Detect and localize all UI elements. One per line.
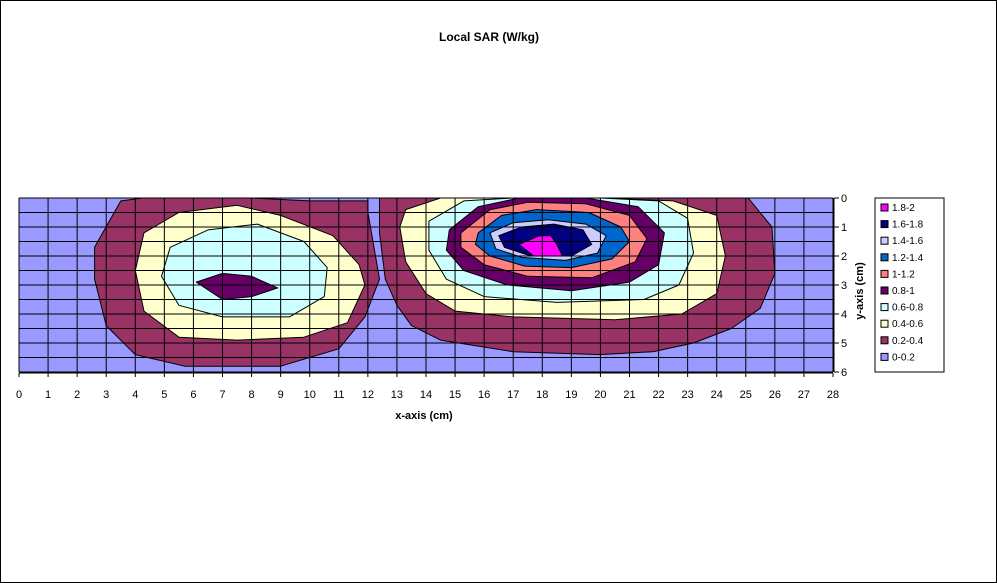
x-tick-label: 18 (536, 389, 548, 401)
legend-swatch (880, 336, 889, 345)
legend-swatch (880, 253, 889, 262)
x-tick-label: 23 (682, 389, 694, 401)
legend-label: 1.8-2 (892, 203, 915, 214)
x-tick-label: 17 (507, 389, 519, 401)
legend-label: 0.6-0.8 (892, 303, 924, 314)
x-tick-label: 20 (594, 389, 606, 401)
x-tick-label: 12 (362, 389, 374, 401)
axis-layer: 0 1 2 3 4 5 6 7 8 9 10 11 12 13 14 15 16 17 18 19 20 21 22 23 24… (16, 193, 847, 401)
legend-label: 0.8-1 (892, 286, 915, 297)
legend-swatch (880, 352, 889, 361)
x-tick-label: 14 (420, 389, 432, 401)
x-tick-label: 7 (219, 389, 225, 401)
legend-swatch (880, 303, 889, 312)
x-tick-label: 19 (565, 389, 577, 401)
legend-swatch (880, 220, 889, 229)
x-tick-label: 4 (132, 389, 138, 401)
x-tick-label: 28 (827, 389, 839, 401)
x-tick-label: 10 (304, 389, 316, 401)
x-tick-label: 6 (190, 389, 196, 401)
legend-swatch (880, 286, 889, 295)
legend-label: 1.2-1.4 (892, 253, 924, 264)
legend-swatch (880, 203, 889, 212)
x-tick-label: 0 (16, 389, 22, 401)
x-tick-label: 15 (449, 389, 461, 401)
y-tick-label: 1 (841, 222, 847, 234)
grid-layer (18, 197, 834, 373)
y-tick-label: 6 (841, 367, 847, 379)
x-tick-label: 13 (391, 389, 403, 401)
x-tick-label: 8 (249, 389, 255, 401)
y-tick-label: 5 (841, 338, 847, 350)
legend-label: 1-1.2 (892, 269, 915, 280)
y-axis-label: y-axis (cm) (854, 262, 866, 320)
x-tick-label: 9 (278, 389, 284, 401)
legend-label: 1.4-1.6 (892, 236, 924, 247)
x-tick-label: 11 (333, 389, 344, 401)
x-tick-label: 24 (711, 389, 723, 401)
x-tick-label: 3 (103, 389, 109, 401)
legend-label: 1.6-1.8 (892, 220, 924, 231)
legend-label: 0.4-0.6 (892, 319, 924, 330)
x-tick-label: 25 (740, 389, 752, 401)
chart-title: Local SAR (W/kg) (439, 30, 539, 44)
legend-swatch (880, 236, 889, 245)
x-tick-label: 27 (798, 389, 810, 401)
legend-swatch (880, 269, 889, 278)
y-tick-label: 0 (841, 193, 847, 205)
y-tick-label: 4 (841, 309, 847, 321)
x-tick-label: 26 (769, 389, 781, 401)
x-tick-label: 22 (652, 389, 664, 401)
x-tick-label: 16 (478, 389, 490, 401)
y-tick-label: 3 (841, 280, 847, 292)
x-tick-label: 21 (623, 389, 635, 401)
x-axis-label: x-axis (cm) (395, 410, 453, 422)
legend-label: 0-0.2 (892, 352, 915, 363)
x-tick-label: 1 (45, 389, 51, 401)
y-tick-label: 2 (841, 251, 847, 263)
legend-label: 0.2-0.4 (892, 336, 924, 347)
x-tick-label: 5 (161, 389, 167, 401)
x-tick-label: 2 (74, 389, 80, 401)
legend-swatch (880, 319, 889, 328)
legend: 1.8-2 1.6-1.8 1.4-1.6 1.2-1.4 1-1.2 0.8-1 0.6-… (874, 197, 945, 373)
